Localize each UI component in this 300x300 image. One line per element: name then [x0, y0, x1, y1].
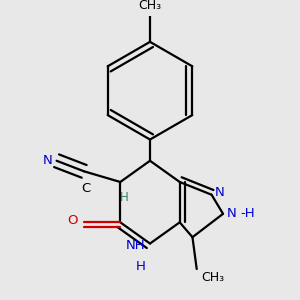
Text: O: O — [67, 214, 78, 227]
Text: H: H — [120, 191, 129, 204]
Text: N: N — [43, 154, 52, 167]
Text: -H: -H — [241, 207, 256, 220]
Text: H: H — [136, 260, 146, 273]
Text: N: N — [215, 186, 225, 199]
Text: CH₃: CH₃ — [201, 271, 224, 284]
Text: N: N — [226, 207, 236, 220]
Text: CH₃: CH₃ — [138, 0, 162, 12]
Text: C: C — [82, 182, 91, 195]
Text: NH: NH — [126, 239, 146, 252]
